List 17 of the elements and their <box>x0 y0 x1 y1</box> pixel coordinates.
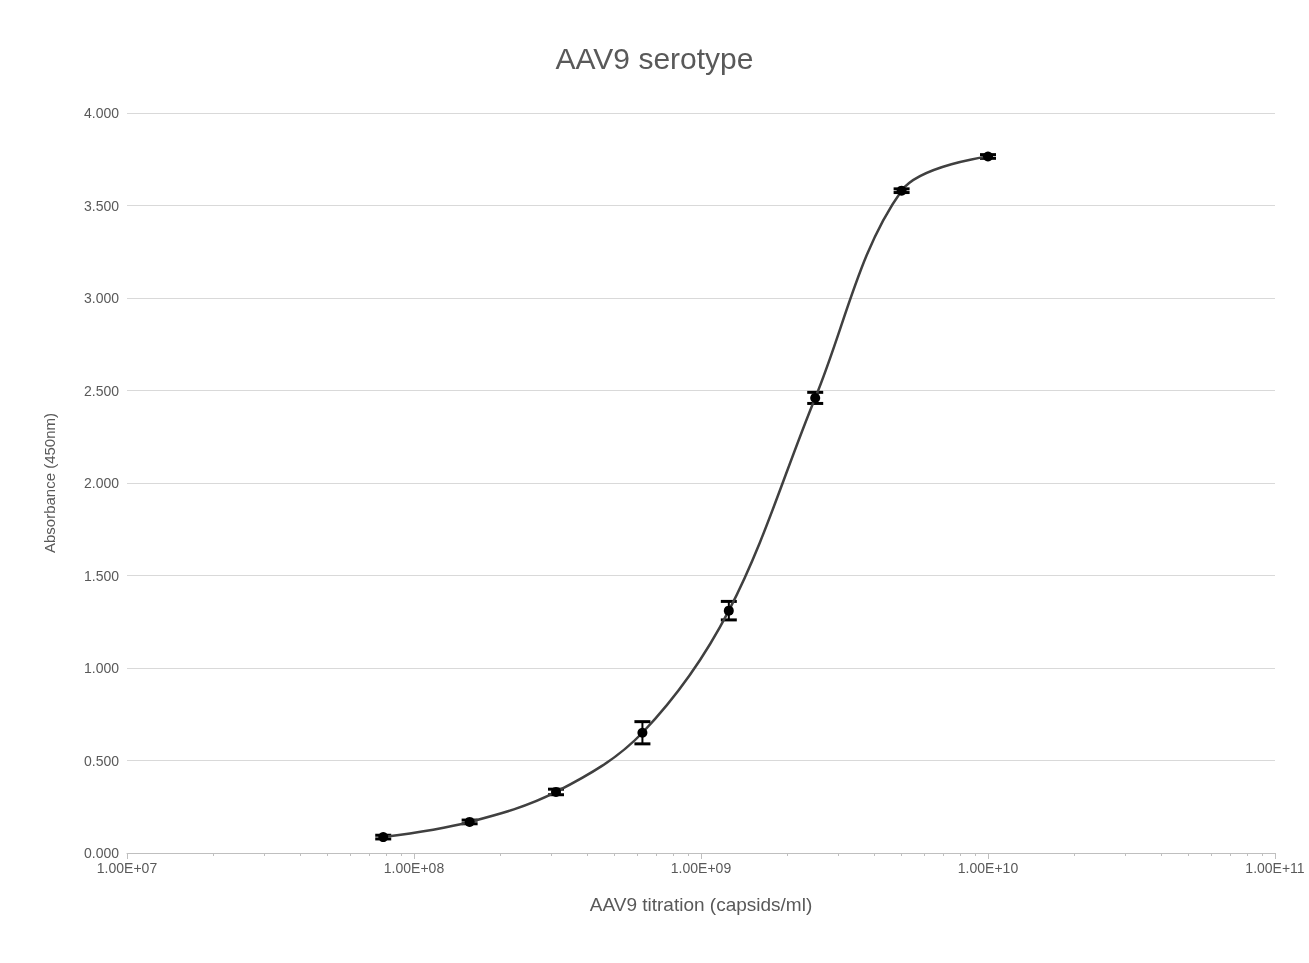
x-tick-label: 1.00E+09 <box>670 860 732 876</box>
y-tick-label: 4.000 <box>83 105 120 121</box>
y-tick-label: 0.500 <box>83 752 120 769</box>
x-tick-label: 1.00E+08 <box>383 860 445 876</box>
x-axis-title: AAV9 titration (capsids/ml) <box>589 894 813 915</box>
y-tick-label: 0.000 <box>83 845 120 861</box>
x-tick-label: 1.00E+10 <box>957 860 1019 876</box>
x-tick-label: 1.00E+07 <box>96 860 158 876</box>
y-axis-title: Absorbance (450nm) <box>41 412 58 554</box>
y-tick-label: 2.500 <box>83 382 120 399</box>
x-tick-label: 1.00E+11 <box>1245 860 1305 876</box>
y-tick-label: 3.000 <box>83 290 120 306</box>
y-tick-label: 1.500 <box>83 567 120 584</box>
y-tick-label: 1.000 <box>83 660 120 676</box>
y-tick-label: 3.500 <box>83 197 120 214</box>
chart-title: AAV9 serotype <box>555 41 754 75</box>
y-tick-label: 2.000 <box>83 475 120 491</box>
